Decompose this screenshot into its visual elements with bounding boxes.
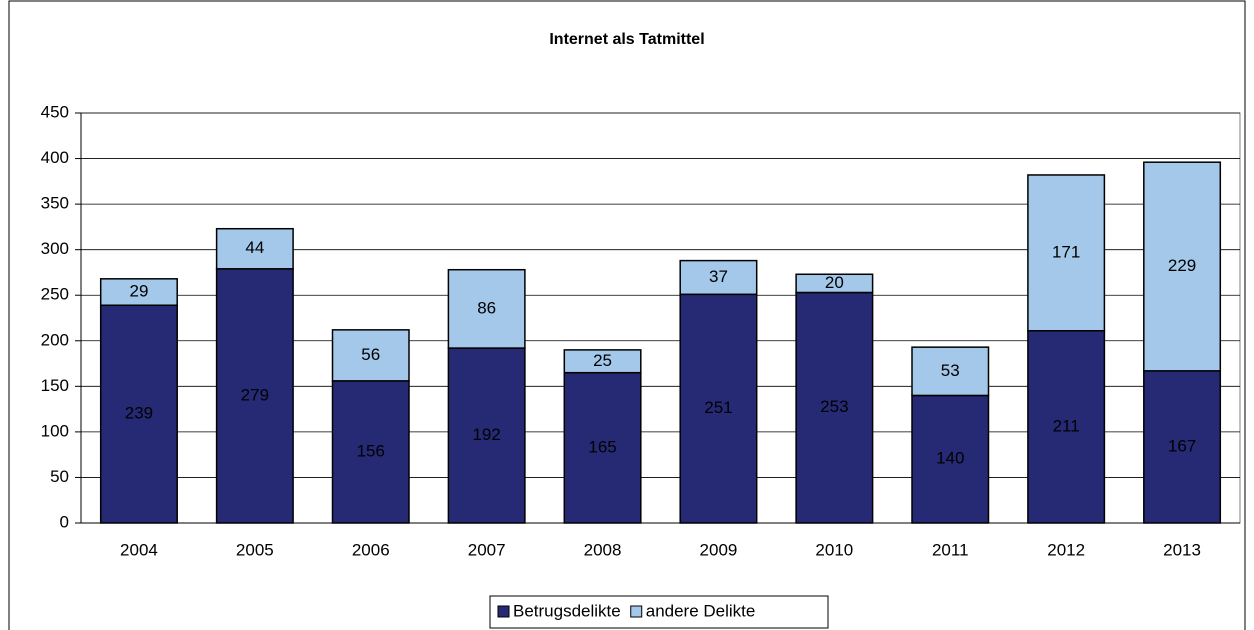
data-label: 167 xyxy=(1168,436,1196,455)
bar-segment xyxy=(563,349,642,374)
legend-swatch xyxy=(497,605,510,618)
chart-title: Internet als Tatmittel xyxy=(549,31,704,48)
x-tick-label: 2009 xyxy=(700,540,738,559)
data-label: 251 xyxy=(704,398,732,417)
legend-box xyxy=(489,595,829,629)
bar-segment xyxy=(1143,161,1222,372)
data-label: 253 xyxy=(820,397,848,416)
data-label: 37 xyxy=(709,267,728,286)
x-tick-label: 2006 xyxy=(352,540,390,559)
data-label: 56 xyxy=(361,345,380,364)
bar-segment xyxy=(447,268,526,349)
bar-segment xyxy=(1027,330,1106,524)
x-tick-label: 2005 xyxy=(236,540,274,559)
data-label: 140 xyxy=(936,449,964,468)
x-tick-label: 2008 xyxy=(584,540,622,559)
y-tick-label: 200 xyxy=(41,330,69,349)
data-label: 20 xyxy=(825,273,844,292)
y-tick-label: 50 xyxy=(50,467,69,486)
data-label: 279 xyxy=(241,385,269,404)
bar-segment xyxy=(215,227,294,270)
data-label: 192 xyxy=(472,425,500,444)
y-tick-label: 0 xyxy=(60,512,69,531)
bar-segment xyxy=(679,293,758,524)
bar-segment xyxy=(1143,370,1222,524)
bar-segment xyxy=(447,347,526,524)
bar-segment xyxy=(331,380,410,524)
data-label: 29 xyxy=(129,282,148,301)
y-tick-label: 300 xyxy=(41,239,69,258)
data-label: 171 xyxy=(1052,242,1080,261)
bar-segment xyxy=(99,278,178,306)
data-label: 239 xyxy=(125,404,153,423)
x-tick-label: 2011 xyxy=(932,540,969,559)
y-tick-label: 450 xyxy=(41,102,69,121)
bar-segment xyxy=(331,329,410,382)
legend-label: andere Delikte xyxy=(646,601,756,620)
legend-label: Betrugsdelikte xyxy=(513,601,621,620)
legend-swatch xyxy=(630,605,643,618)
bar-segment xyxy=(563,371,642,524)
y-tick-label: 400 xyxy=(41,148,69,167)
data-label: 53 xyxy=(941,361,960,380)
bar-segment xyxy=(911,394,990,524)
bar-segment xyxy=(795,291,874,524)
x-tick-label: 2010 xyxy=(815,540,853,559)
data-label: 86 xyxy=(477,298,496,317)
data-label: 165 xyxy=(588,437,616,456)
y-tick-label: 350 xyxy=(41,194,69,213)
data-label: 25 xyxy=(593,351,612,370)
data-label: 44 xyxy=(245,238,264,257)
bar-segment xyxy=(679,259,758,296)
bar-segment xyxy=(911,346,990,397)
y-tick-label: 250 xyxy=(41,285,69,304)
x-tick-label: 2013 xyxy=(1163,540,1201,559)
x-tick-label: 2012 xyxy=(1047,540,1085,559)
data-label: 211 xyxy=(1053,416,1080,435)
y-tick-label: 150 xyxy=(41,376,69,395)
bar-segment xyxy=(99,304,178,524)
bar-segment xyxy=(215,268,294,524)
x-tick-label: 2004 xyxy=(120,540,158,559)
bar-segment xyxy=(1027,174,1106,332)
bar-segment xyxy=(795,273,874,294)
y-tick-label: 100 xyxy=(41,421,69,440)
data-label: 229 xyxy=(1168,256,1196,275)
x-tick-label: 2007 xyxy=(468,540,506,559)
data-label: 156 xyxy=(357,441,385,460)
